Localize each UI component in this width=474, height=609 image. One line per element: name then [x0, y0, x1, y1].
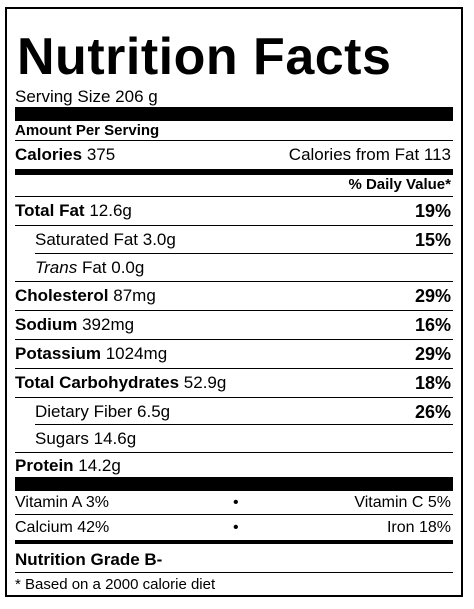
calories-value: 375 [86, 145, 116, 164]
vitamin-c: Vitamin C 5% [354, 494, 451, 511]
thick-divider [15, 477, 453, 491]
divider [35, 424, 453, 425]
total-fat-row: Total Fat 12.6g [15, 201, 132, 221]
divider [15, 339, 453, 340]
nutrient-label: Fat [81, 258, 107, 277]
nutrient-label: Total Carbohydrates [15, 373, 180, 392]
nutrient-amount: 6.5g [137, 402, 171, 421]
dietary-fiber-pct: 26% [414, 402, 451, 422]
cholesterol-row: Cholesterol 87mg [15, 286, 156, 306]
divider [15, 368, 453, 369]
divider [15, 310, 453, 311]
nutrient-amount: 0.0g [111, 258, 145, 277]
divider [35, 253, 453, 254]
sodium-pct: 16% [414, 315, 451, 335]
nutrient-label: Total Fat [15, 201, 85, 220]
saturated-fat-pct: 15% [414, 230, 451, 250]
divider [15, 514, 453, 515]
calcium: Calcium 42% [15, 519, 110, 536]
calories-row: Calories 375 [15, 145, 115, 165]
label-title: Nutrition Facts [17, 28, 392, 86]
nutrient-amount: 392mg [82, 315, 135, 334]
total-carbs-pct: 18% [414, 373, 451, 393]
daily-value-header: % Daily Value* [348, 176, 451, 193]
sodium-row: Sodium 392mg [15, 315, 134, 335]
cholesterol-pct: 29% [414, 286, 451, 306]
divider [15, 196, 453, 197]
nutrient-amount: 14.6g [93, 429, 137, 448]
potassium-pct: 29% [414, 344, 451, 364]
nutrition-facts-label: Nutrition Facts Serving Size 206 g Amoun… [5, 7, 463, 597]
calories-label: Calories [15, 145, 83, 164]
nutrient-label: Sugars [35, 429, 89, 448]
footnote: * Based on a 2000 calorie diet [15, 576, 216, 593]
saturated-fat-row: Saturated Fat 3.0g [35, 230, 176, 250]
bullet: • [233, 519, 239, 536]
iron: Iron 18% [386, 519, 451, 536]
nutrient-label: Sodium [15, 315, 78, 334]
nutrient-label: Saturated Fat [35, 230, 139, 249]
nutrient-label: Cholesterol [15, 286, 109, 305]
nutrient-label: Protein [15, 456, 74, 475]
divider [15, 281, 453, 282]
potassium-row: Potassium 1024mg [15, 344, 167, 364]
thick-divider [15, 107, 453, 121]
divider [15, 397, 453, 398]
dietary-fiber-row: Dietary Fiber 6.5g [35, 402, 170, 422]
trans-fat-row: Trans Fat 0.0g [35, 258, 144, 278]
nutrient-label: Dietary Fiber [35, 402, 133, 421]
nutrient-amount: 12.6g [89, 201, 132, 220]
nutrient-amount: 52.9g [183, 373, 227, 392]
amount-per-serving: Amount Per Serving [15, 122, 160, 139]
sugars-row: Sugars 14.6g [35, 429, 136, 449]
vitamin-a: Vitamin A 3% [15, 494, 109, 511]
medium-divider [15, 169, 453, 175]
divider [15, 225, 453, 226]
nutrient-amount: 14.2g [78, 456, 121, 475]
calories-from-fat: Calories from Fat 113 [288, 145, 451, 164]
medium-divider [15, 540, 453, 544]
total-carbs-row: Total Carbohydrates 52.9g [15, 373, 226, 393]
divider [15, 140, 453, 141]
bullet: • [233, 494, 239, 511]
divider [15, 572, 453, 573]
divider [15, 452, 453, 453]
nutrient-label-italic: Trans [35, 258, 78, 277]
nutrient-label: Potassium [15, 344, 101, 363]
protein-row: Protein 14.2g [15, 456, 121, 476]
nutrient-amount: 1024mg [105, 344, 168, 363]
total-fat-pct: 19% [414, 201, 451, 221]
nutrition-grade: Nutrition Grade B- [15, 550, 163, 569]
nutrient-amount: 87mg [113, 286, 156, 305]
nutrient-amount: 3.0g [142, 230, 176, 249]
serving-size: Serving Size 206 g [15, 87, 158, 106]
